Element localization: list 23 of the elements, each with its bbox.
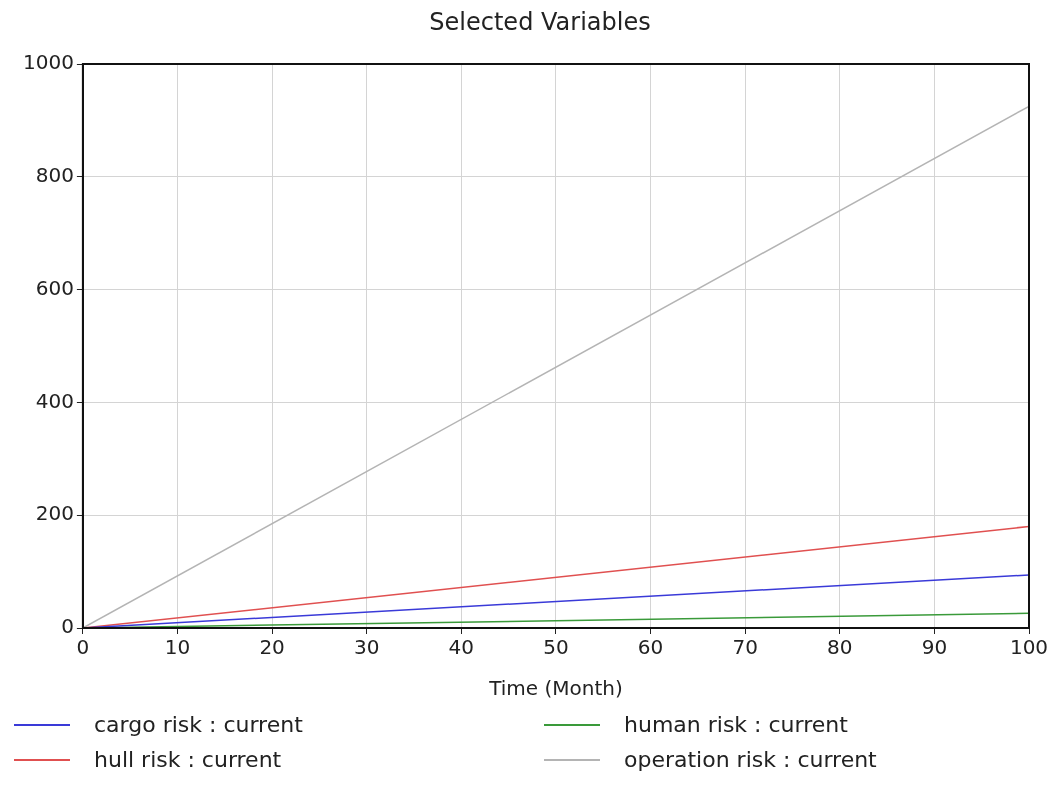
x-tick-label: 20 (259, 635, 285, 660)
legend-label: cargo risk : current (94, 712, 303, 737)
y-tick-label: 800 (35, 163, 74, 187)
x-tick-label: 30 (354, 635, 380, 660)
legend-label: operation risk : current (624, 747, 877, 772)
x-tick-label: 60 (637, 635, 664, 660)
y-tick-label: 200 (35, 501, 74, 526)
x-tick-label: 80 (827, 635, 853, 660)
y-tick-label: 0 (61, 614, 74, 639)
legend-label: hull risk : current (94, 747, 282, 772)
x-axis-title: Time (Month) (488, 676, 623, 701)
x-tick-label: 70 (732, 635, 758, 660)
x-tick-label: 10 (164, 635, 191, 660)
x-tick-label: 40 (448, 635, 475, 660)
legend-label: human risk : current (624, 712, 848, 737)
y-tick-label: 600 (35, 275, 74, 300)
x-tick-label: 50 (543, 635, 569, 660)
chart-title: Selected Variables (428, 8, 652, 36)
y-tick-label: 400 (35, 388, 74, 413)
y-tick-label: 1000 (22, 50, 74, 75)
x-tick-label: 0 (76, 635, 90, 660)
x-tick-label: 90 (921, 635, 948, 660)
x-tick-label: 100 (1009, 635, 1049, 660)
